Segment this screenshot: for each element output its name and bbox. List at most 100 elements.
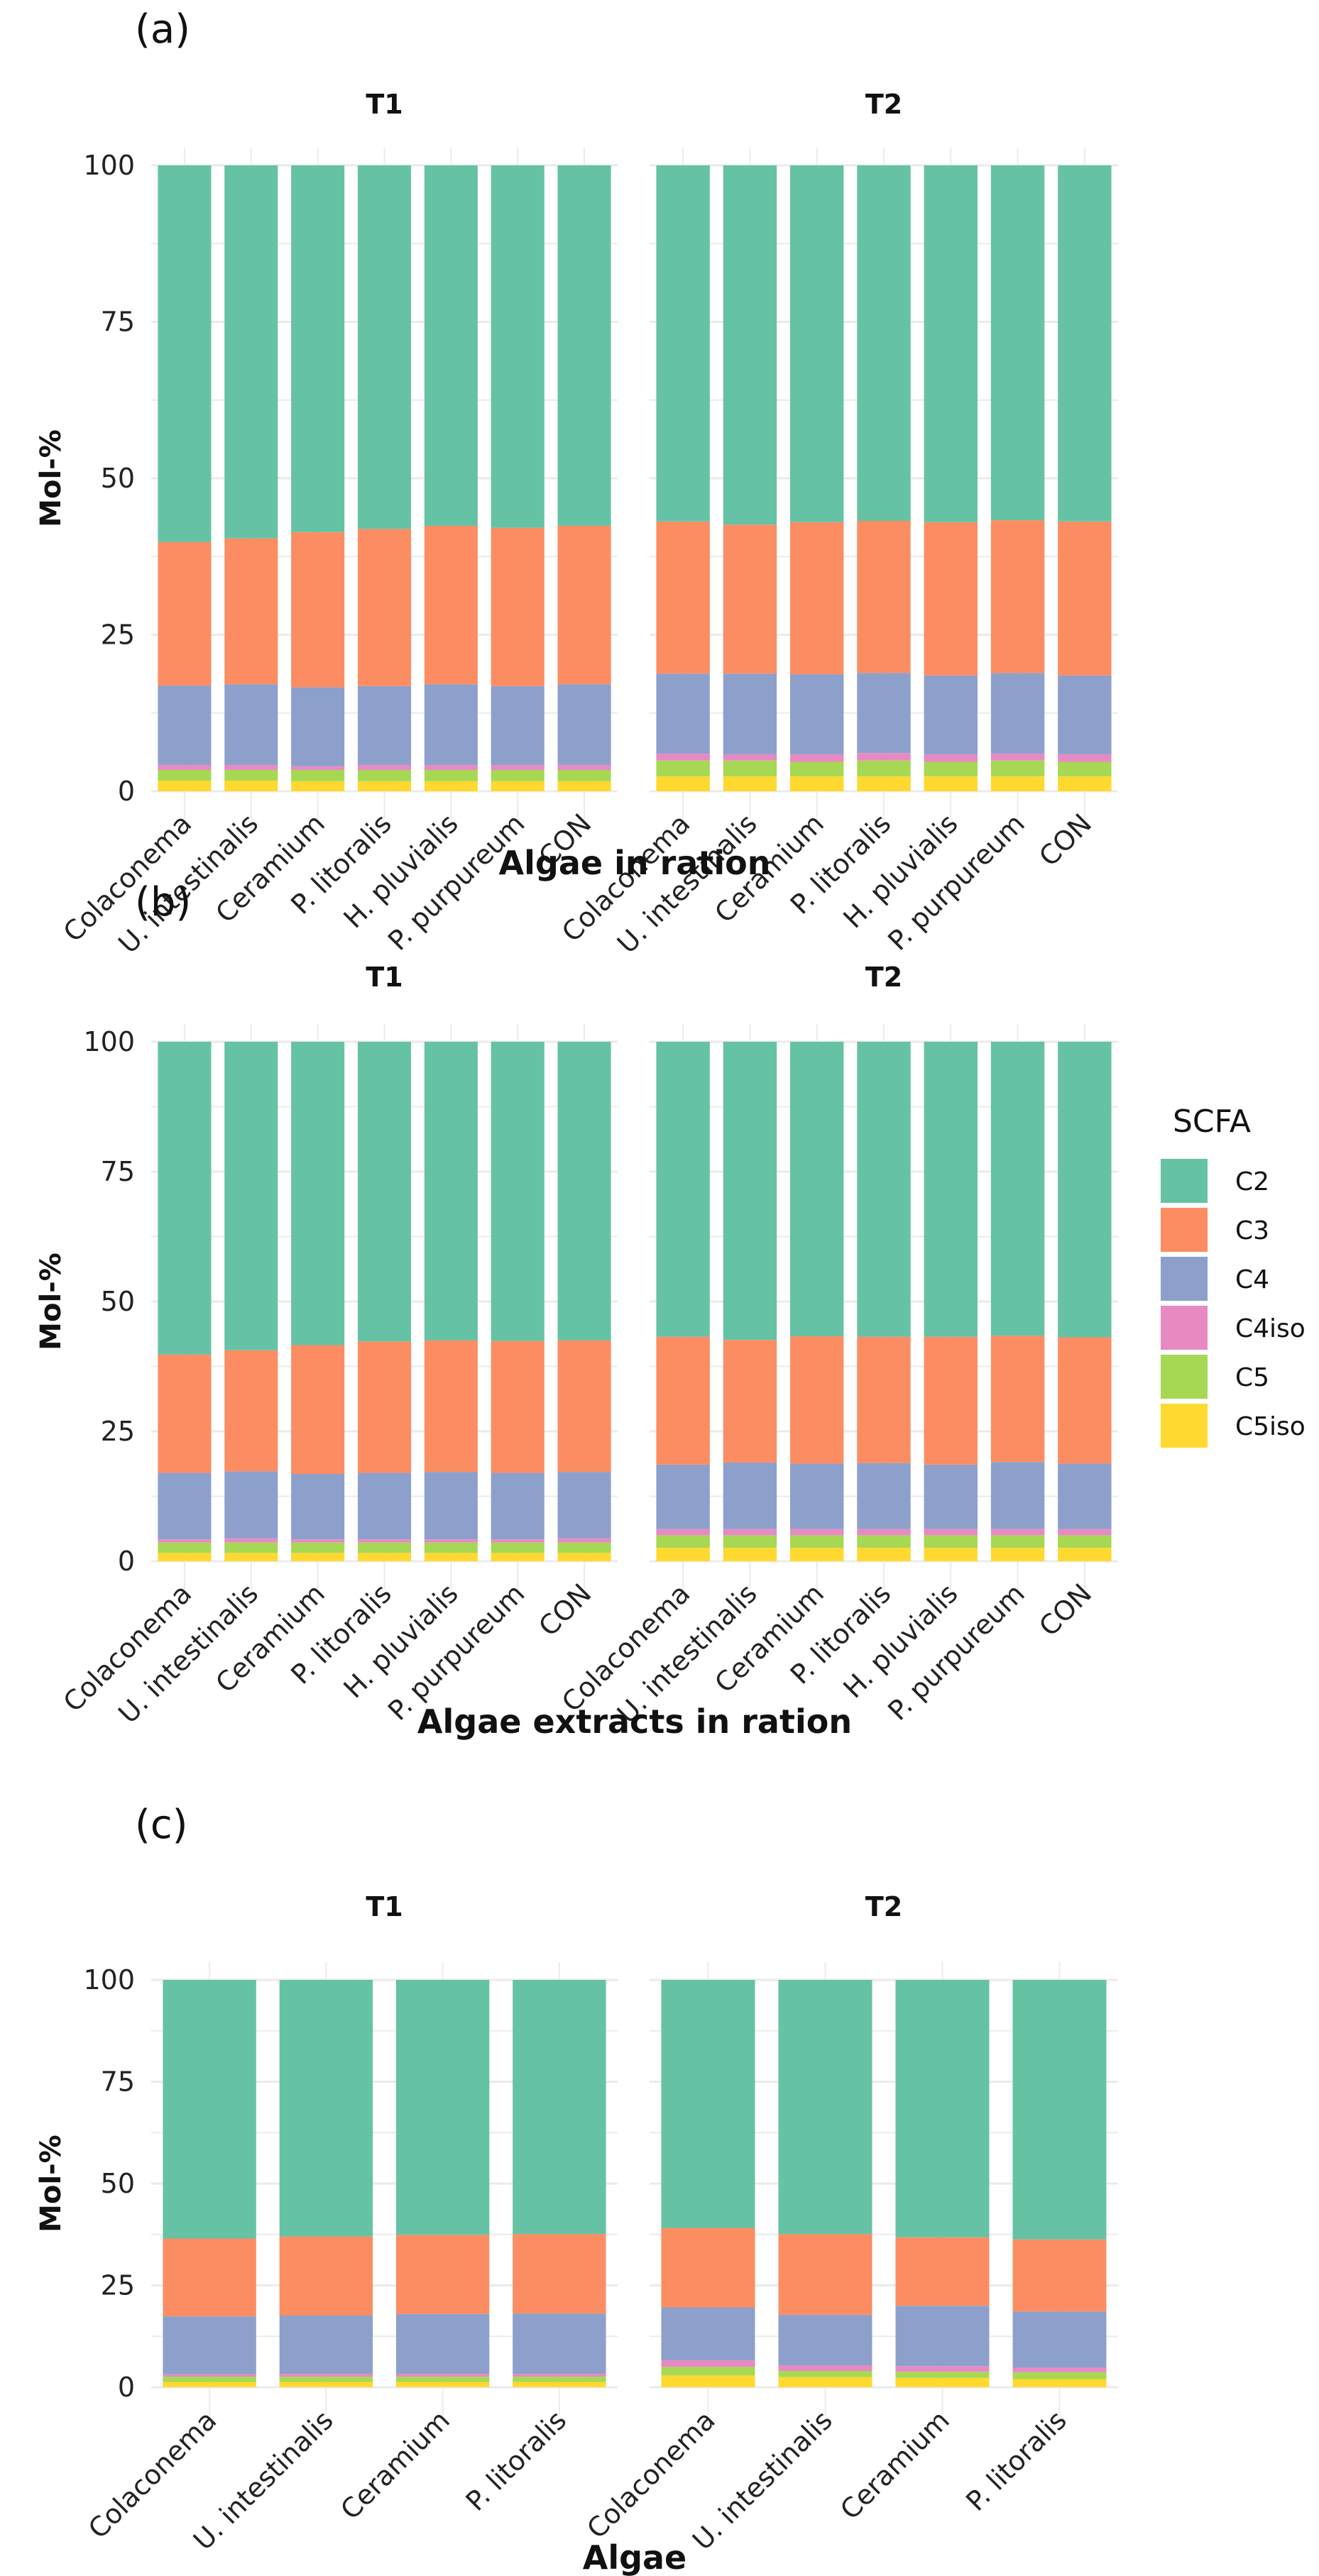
y-tick-label: 0 (118, 2372, 135, 2403)
bar-segment-c3 (790, 522, 844, 675)
bar-segment-c2 (557, 1042, 611, 1341)
bar-segment-c4iso (291, 1539, 345, 1543)
bar-segment-c5iso (224, 781, 278, 791)
legend-label: C4 (1235, 1265, 1269, 1294)
bar-segment-c3 (158, 541, 212, 686)
legend-swatch (1161, 1404, 1208, 1448)
bar-segment-c3 (513, 2234, 606, 2314)
bar-segment-c5 (158, 1542, 212, 1553)
panel-label: (a) (135, 6, 190, 53)
bar-segment-c4 (857, 1463, 911, 1529)
bar-segment-c4iso (224, 764, 278, 771)
bar-segment-c5 (1058, 761, 1112, 776)
bar-segment-c4iso (357, 764, 412, 771)
bar-segment-c5 (424, 1542, 478, 1553)
bar-segment-c5 (723, 1535, 777, 1548)
y-tick-label: 75 (101, 1156, 135, 1187)
bar-segment-c3 (291, 532, 345, 688)
bar-segment-c4iso (656, 754, 710, 761)
bar-segment-c4 (491, 1473, 544, 1540)
bar-segment-c5 (990, 760, 1045, 776)
bar-segment-c5iso (857, 776, 911, 791)
bar-segment-c4 (224, 684, 278, 765)
bar-segment-c3 (1058, 1337, 1112, 1464)
bar-segment-c5iso (924, 1547, 978, 1561)
bar-segment-c2 (656, 165, 710, 522)
bar-segment-c4 (790, 674, 844, 754)
bar-segment-c4iso (491, 764, 544, 771)
bar-segment-c2 (778, 1980, 872, 2235)
legend-label: C5 (1235, 1363, 1269, 1392)
legend-swatch (1161, 1257, 1208, 1301)
bar-segment-c4 (491, 686, 544, 765)
bar-segment-c5iso (656, 776, 710, 791)
bar-segment-c5 (291, 1542, 345, 1553)
y-tick-label: 100 (83, 1026, 135, 1057)
bar-segment-c3 (857, 1336, 911, 1463)
legend-label: C4iso (1235, 1314, 1306, 1343)
bar-segment-c5iso (557, 1553, 611, 1561)
x-tick-label: P. litoralis (960, 2404, 1073, 2517)
x-tick-label: Ceramium (334, 2404, 456, 2526)
bar-segment-c4iso (491, 1539, 544, 1543)
bar-segment-c4 (224, 1471, 278, 1539)
bar-segment-c5 (224, 1542, 278, 1553)
bar-segment-c4iso (990, 1529, 1045, 1536)
bar-segment-c5iso (661, 2375, 755, 2387)
bar-segment-c4 (924, 1464, 978, 1529)
bar-segment-c5 (158, 770, 212, 781)
bar-segment-c2 (661, 1980, 755, 2228)
bar-segment-c3 (424, 526, 478, 685)
bar-segment-c3 (158, 1354, 212, 1473)
bar-segment-c4iso (723, 1529, 777, 1536)
bar-segment-c4 (1058, 1463, 1112, 1529)
bar-segment-c4iso (895, 2366, 990, 2372)
bar-segment-c2 (158, 165, 212, 542)
bar-segment-c4iso (291, 766, 345, 771)
bar-segment-c4iso (557, 764, 611, 771)
bar-segment-c2 (990, 1042, 1045, 1336)
bar-segment-c2 (224, 165, 278, 539)
bar-segment-c5iso (723, 1547, 777, 1561)
bar-segment-c5iso (163, 2382, 256, 2387)
bar-segment-c2 (513, 1980, 606, 2235)
bar-segment-c2 (224, 1042, 278, 1350)
bar-segment-c3 (557, 1340, 611, 1473)
bar-segment-c5iso (491, 781, 544, 791)
legend-item: C2 (1161, 1159, 1269, 1203)
x-axis-label: Algae (583, 2538, 687, 2576)
bar-segment-c4 (723, 673, 777, 754)
bar-segment-c5iso (778, 2377, 872, 2387)
bar-segment-c4 (924, 675, 978, 754)
bar-segment-c4 (661, 2307, 755, 2361)
bar-segment-c5 (790, 761, 844, 776)
y-tick-label: 50 (101, 2168, 135, 2199)
bar-segment-c4 (857, 673, 911, 754)
bar-segment-c4iso (723, 754, 777, 761)
legend-item: C4iso (1161, 1306, 1306, 1350)
bar-segment-c4 (513, 2313, 606, 2374)
bar-segment-c3 (1058, 521, 1112, 676)
bar-segment-c4iso (424, 1539, 478, 1543)
bar-segment-c2 (857, 1042, 911, 1337)
bar-segment-c4 (291, 1474, 345, 1540)
bar-segment-c3 (656, 1336, 710, 1465)
bar-segment-c5iso (857, 1547, 911, 1561)
bar-segment-c2 (395, 1980, 490, 2235)
bar-segment-c2 (491, 165, 544, 528)
bar-segment-c5iso (291, 781, 345, 791)
bar-segment-c4 (424, 1472, 478, 1540)
bar-segment-c5 (557, 770, 611, 781)
bar-segment-c4iso (395, 2374, 490, 2377)
bar-segment-c3 (491, 527, 544, 686)
bar-segment-c4 (1012, 2311, 1107, 2368)
x-tick-label: CON (1033, 1578, 1098, 1642)
bar-segment-c4 (395, 2313, 490, 2374)
bar-segment-c3 (395, 2235, 490, 2314)
y-axis-label: Mol-% (35, 2135, 67, 2233)
bar-segment-c4iso (790, 1529, 844, 1536)
bar-segment-c3 (990, 1336, 1045, 1463)
panel-label: (c) (135, 1802, 187, 1848)
